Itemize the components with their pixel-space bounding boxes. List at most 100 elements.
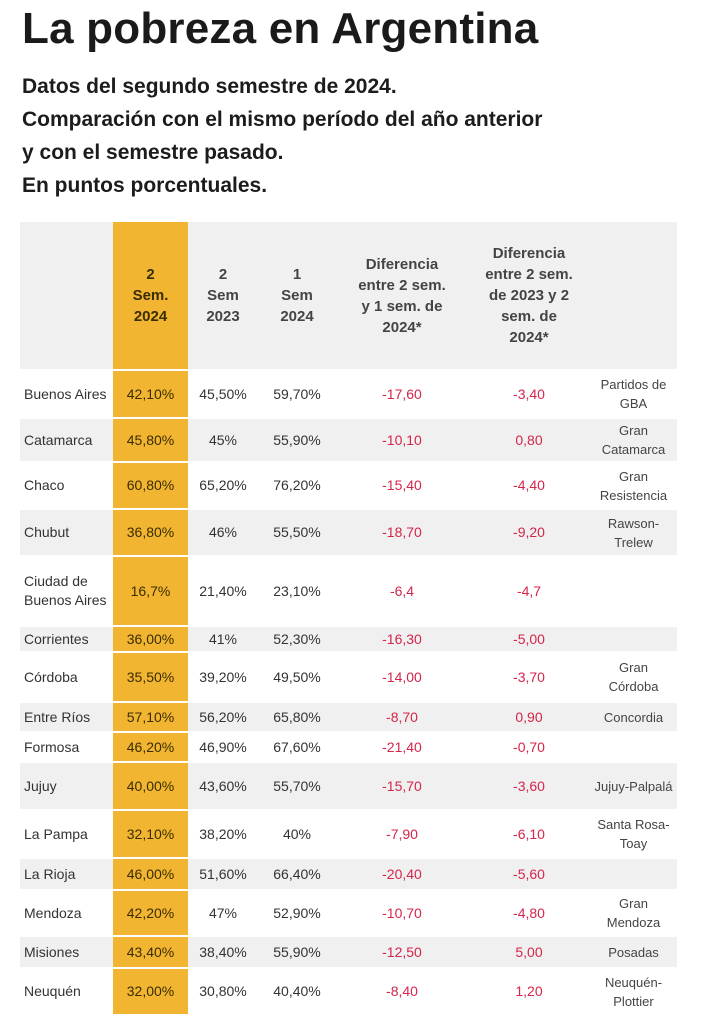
province-cell: Formosa [20, 731, 113, 762]
subtitle-line: y con el semestre pasado. [22, 141, 284, 164]
province-cell: Córdoba [20, 651, 113, 702]
diff-year-cell: -4,40 [468, 461, 590, 509]
diff-semester-cell: -6,4 [336, 555, 468, 626]
table-row: Buenos Aires 42,10% 45,50% 59,70% -17,60 -3,4… [20, 369, 677, 418]
region-label: Neuquén-Plottier [604, 974, 663, 1009]
province-cell: Chaco [20, 461, 113, 509]
diff-year-cell: -4,80 [468, 889, 590, 936]
value-2sem-2023-cell: 38,20% [188, 809, 258, 858]
value-2sem-2024-cell: 32,00% [113, 967, 188, 1014]
value-1sem-2024-cell: 52,90% [258, 889, 336, 936]
province-label: La Pampa [24, 825, 88, 842]
diff-year-cell: -4,7 [468, 555, 590, 626]
value-2sem-2024-cell: 46,00% [113, 857, 188, 890]
diff-year-cell: -3,60 [468, 761, 590, 810]
diff-year-cell: -3,70 [468, 651, 590, 702]
poverty-table: 2 Sem. 2024 2 Sem 2023 1 Sem 2024 Difere… [20, 222, 677, 1014]
value-2sem-2024-cell: 32,10% [113, 809, 188, 858]
value-1sem-2024-cell: 66,40% [258, 857, 336, 890]
table-row: Chubut 36,80% 46% 55,50% -18,70 -9,20 Rawson-T… [20, 508, 677, 556]
province-label: Entre Ríos [24, 708, 91, 725]
subtitle: Datos del segundo semestre de 2024. Comp… [22, 70, 692, 202]
province-label: Chubut [24, 524, 70, 540]
column-header-diff-year: Diferencia entre 2 sem. de 2023 y 2 sem.… [468, 222, 590, 370]
province-label: La Rioja [24, 865, 76, 882]
table-row: Entre Ríos 57,10% 56,20% 65,80% -8,70 0,90 Con… [20, 701, 677, 732]
value-1sem-2024-cell: 65,80% [258, 701, 336, 732]
diff-semester-cell: -16,30 [336, 625, 468, 652]
region-cell: Neuquén-Plottier [590, 967, 677, 1014]
region-label: Jujuy-Palpalá [594, 778, 673, 794]
table-row: Chaco 60,80% 65,20% 76,20% -15,40 -4,40 Gran R… [20, 461, 677, 509]
region-label: Concordia [603, 709, 664, 725]
subtitle-line: Comparación con el mismo período del año… [22, 108, 543, 131]
table-body: Buenos Aires 42,10% 45,50% 59,70% -17,60 -3,4… [20, 369, 677, 1014]
diff-year-cell: -6,10 [468, 809, 590, 858]
diff-year-cell: 1,20 [468, 967, 590, 1014]
province-label: Neuquén [24, 983, 81, 999]
table-row: Mendoza 42,20% 47% 52,90% -10,70 -4,80 Gran Me… [20, 889, 677, 936]
diff-year-cell: -3,40 [468, 369, 590, 418]
diff-semester-cell: -10,70 [336, 889, 468, 936]
diff-year-cell: 0,80 [468, 417, 590, 462]
table-row: La Pampa 32,10% 38,20% 40% -7,90 -6,10 Santa R… [20, 809, 677, 858]
diff-semester-cell: -7,90 [336, 809, 468, 858]
column-header-1sem-2024: 1 Sem 2024 [258, 222, 336, 370]
diff-semester-cell: -17,60 [336, 369, 468, 418]
value-2sem-2023-cell: 46% [188, 508, 258, 556]
province-cell: Chubut [20, 508, 113, 556]
province-cell: Catamarca [20, 417, 113, 462]
value-2sem-2023-cell: 45,50% [188, 369, 258, 418]
province-label: Corrientes [24, 630, 89, 647]
region-cell [590, 625, 677, 652]
value-1sem-2024-cell: 23,10% [258, 555, 336, 626]
diff-year-cell: -5,00 [468, 625, 590, 652]
province-cell: Jujuy [20, 761, 113, 810]
value-2sem-2024-cell: 45,80% [113, 417, 188, 462]
province-cell: Ciudad de Buenos Aires [20, 555, 113, 626]
province-label: Misiones [24, 943, 80, 960]
column-header-2sem-2023: 2 Sem 2023 [188, 222, 258, 370]
poverty-table-container: 2 Sem. 2024 2 Sem 2023 1 Sem 2024 Difere… [20, 222, 677, 1014]
region-cell: Gran Córdoba [590, 651, 677, 702]
region-cell [590, 731, 677, 762]
region-cell: Posadas [590, 935, 677, 968]
diff-semester-cell: -10,10 [336, 417, 468, 462]
column-header-province [20, 222, 113, 370]
column-header-diff-semester: Diferencia entre 2 sem. y 1 sem. de 2024… [336, 222, 468, 370]
diff-semester-cell: -8,70 [336, 701, 468, 732]
diff-year-cell: -9,20 [468, 508, 590, 556]
table-row: Córdoba 35,50% 39,20% 49,50% -14,00 -3,70 Gran… [20, 651, 677, 702]
column-header-2sem-2024: 2 Sem. 2024 [113, 222, 188, 370]
value-1sem-2024-cell: 40% [258, 809, 336, 858]
diff-year-cell: 5,00 [468, 935, 590, 968]
diff-year-cell: -0,70 [468, 731, 590, 762]
page-title: La pobreza en Argentina [22, 4, 539, 53]
province-cell: Entre Ríos [20, 701, 113, 732]
value-2sem-2023-cell: 65,20% [188, 461, 258, 509]
value-2sem-2024-cell: 36,80% [113, 508, 188, 556]
value-2sem-2024-cell: 42,10% [113, 369, 188, 418]
region-label: Gran Córdoba [608, 660, 659, 694]
diff-semester-cell: -14,00 [336, 651, 468, 702]
province-label: Chaco [24, 477, 65, 493]
province-cell: Misiones [20, 935, 113, 968]
diff-year-cell: 0,90 [468, 701, 590, 732]
province-label: Ciudad de Buenos Aires [24, 573, 107, 608]
region-label: Posadas [608, 944, 659, 960]
value-1sem-2024-cell: 67,60% [258, 731, 336, 762]
header-row: 2 Sem. 2024 2 Sem 2023 1 Sem 2024 Difere… [20, 222, 677, 370]
value-2sem-2023-cell: 39,20% [188, 651, 258, 702]
table-row: Neuquén 32,00% 30,80% 40,40% -8,40 1,20 Neuqué… [20, 967, 677, 1014]
value-2sem-2023-cell: 45% [188, 417, 258, 462]
diff-semester-cell: -12,50 [336, 935, 468, 968]
province-cell: La Pampa [20, 809, 113, 858]
province-label: Formosa [24, 738, 80, 755]
value-2sem-2023-cell: 21,40% [188, 555, 258, 626]
region-cell [590, 555, 677, 626]
region-cell: Gran Catamarca [590, 417, 677, 462]
value-2sem-2024-cell: 16,7% [113, 555, 188, 626]
value-1sem-2024-cell: 76,20% [258, 461, 336, 509]
region-cell: Santa Rosa-Toay [590, 809, 677, 858]
table-row: La Rioja 46,00% 51,60% 66,40% -20,40 -5,60 [20, 857, 677, 890]
